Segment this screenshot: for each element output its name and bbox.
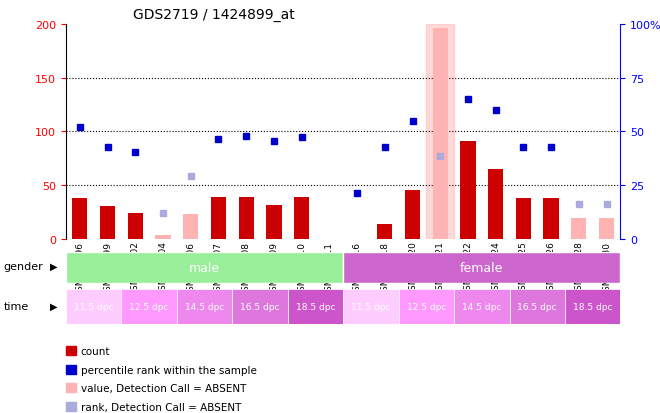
FancyBboxPatch shape — [177, 289, 232, 324]
Bar — [238, 198, 254, 240]
Text: GDS2719 / 1424899_at: GDS2719 / 1424899_at — [133, 8, 294, 22]
FancyBboxPatch shape — [66, 252, 343, 283]
Bar — [599, 218, 614, 240]
Bar — [432, 29, 448, 240]
FancyBboxPatch shape — [121, 289, 177, 324]
Text: 14.5 dpc: 14.5 dpc — [462, 302, 502, 311]
Bar — [460, 142, 476, 240]
Text: time: time — [3, 301, 28, 311]
Text: 16.5 dpc: 16.5 dpc — [240, 302, 280, 311]
FancyBboxPatch shape — [343, 289, 399, 324]
Text: 11.5 dpc: 11.5 dpc — [74, 302, 114, 311]
FancyBboxPatch shape — [399, 289, 454, 324]
Bar — [266, 205, 282, 240]
Bar — [211, 198, 226, 240]
FancyBboxPatch shape — [66, 289, 121, 324]
Bar — [127, 214, 143, 240]
Text: 11.5 dpc: 11.5 dpc — [351, 302, 391, 311]
Bar — [100, 206, 116, 240]
Bar — [515, 199, 531, 240]
Text: 18.5 dpc: 18.5 dpc — [296, 302, 335, 311]
FancyBboxPatch shape — [565, 289, 620, 324]
Text: 14.5 dpc: 14.5 dpc — [185, 302, 224, 311]
Bar — [294, 198, 310, 240]
Text: value, Detection Call = ABSENT: value, Detection Call = ABSENT — [81, 383, 246, 393]
Bar — [543, 199, 559, 240]
Bar — [488, 170, 504, 240]
Text: 18.5 dpc: 18.5 dpc — [573, 302, 612, 311]
Text: count: count — [81, 346, 110, 356]
Text: 12.5 dpc: 12.5 dpc — [407, 302, 446, 311]
Bar — [72, 199, 88, 240]
Text: female: female — [460, 261, 504, 274]
Text: gender: gender — [3, 261, 43, 271]
Bar — [571, 218, 587, 240]
Text: 12.5 dpc: 12.5 dpc — [129, 302, 169, 311]
Text: percentile rank within the sample: percentile rank within the sample — [81, 365, 256, 375]
Bar — [426, 25, 454, 240]
Text: ▶: ▶ — [50, 261, 57, 271]
Bar — [183, 215, 199, 240]
Bar — [405, 190, 420, 240]
Text: rank, Detection Call = ABSENT: rank, Detection Call = ABSENT — [81, 402, 241, 412]
Text: 16.5 dpc: 16.5 dpc — [517, 302, 557, 311]
Bar — [155, 235, 171, 240]
FancyBboxPatch shape — [288, 289, 343, 324]
FancyBboxPatch shape — [510, 289, 565, 324]
FancyBboxPatch shape — [343, 252, 620, 283]
Text: male: male — [189, 261, 220, 274]
FancyBboxPatch shape — [232, 289, 288, 324]
FancyBboxPatch shape — [454, 289, 510, 324]
Bar — [377, 225, 393, 240]
Text: ▶: ▶ — [50, 301, 57, 311]
